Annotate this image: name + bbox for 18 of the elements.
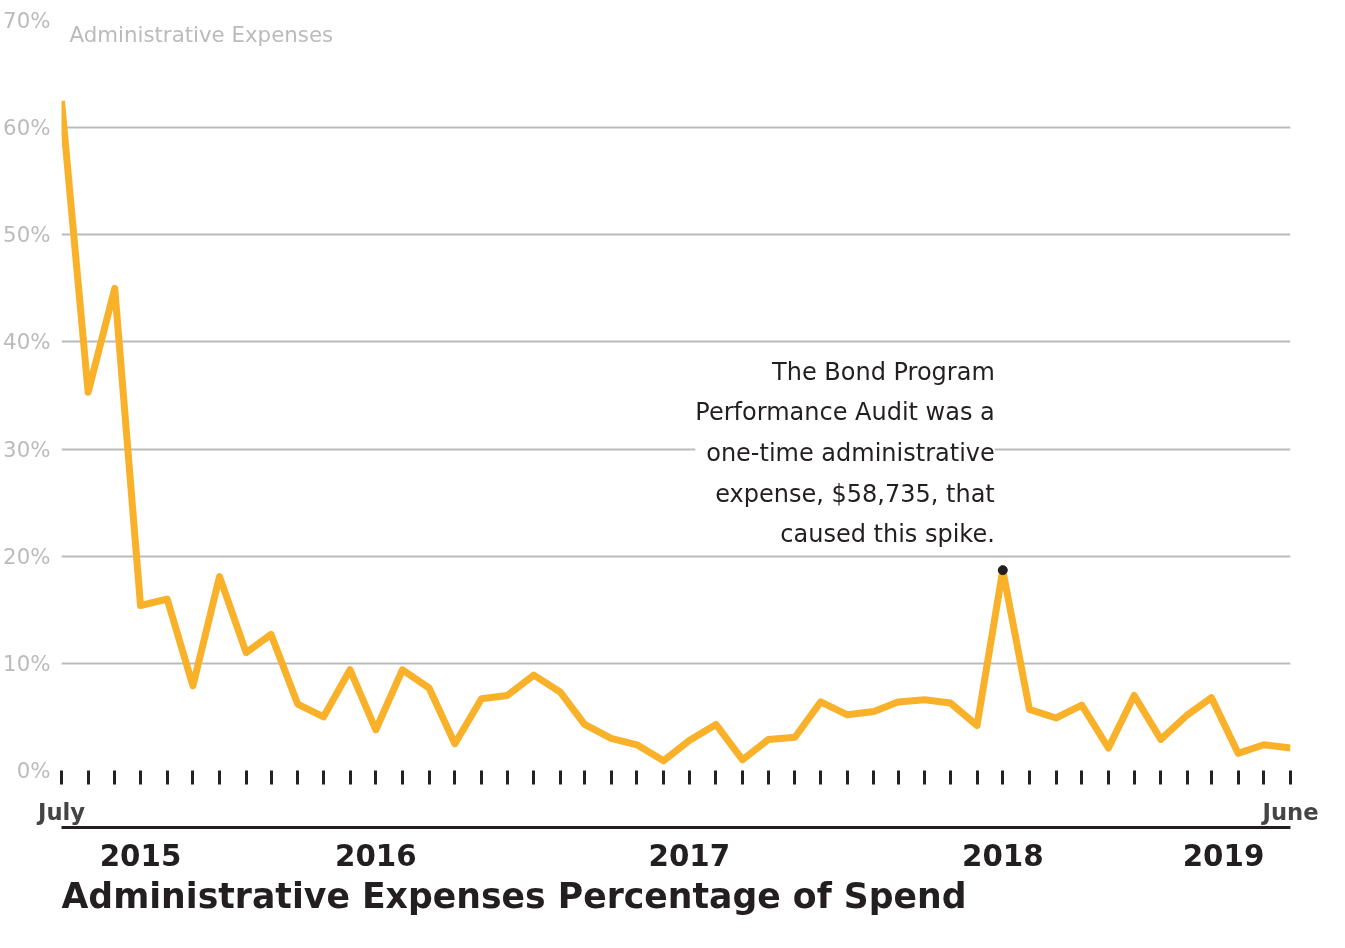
x2-tick-label: 2019 — [1182, 838, 1265, 873]
y-tick-label: 70% — [3, 8, 51, 33]
annotation: The Bond Program Performance Audit was a one-time administrative expense, $58,735, that caused this spike. — [695, 357, 995, 549]
y-tick-label: 60% — [3, 115, 51, 141]
x2-tick-label: 2017 — [648, 838, 731, 873]
y-tick-label: 10% — [3, 650, 51, 676]
y-axis-title: Administrative Expenses — [69, 21, 334, 47]
x2-tick-label: 2015 — [99, 838, 182, 873]
x-tick-label: June — [1260, 798, 1319, 825]
y-tick-label: 50% — [3, 222, 51, 248]
y-tick-label: 40% — [3, 329, 51, 355]
text: Administrative Expenses Percentage of Spend — [61, 875, 967, 916]
x2-tick-label: 2018 — [961, 838, 1044, 873]
x-tick-label: July — [35, 798, 86, 825]
y-tick-label: 0% — [16, 758, 51, 783]
x2-tick-label: 2016 — [335, 838, 417, 873]
y-tick-label: 30% — [3, 436, 51, 462]
y-tick-label: 20% — [3, 543, 51, 569]
